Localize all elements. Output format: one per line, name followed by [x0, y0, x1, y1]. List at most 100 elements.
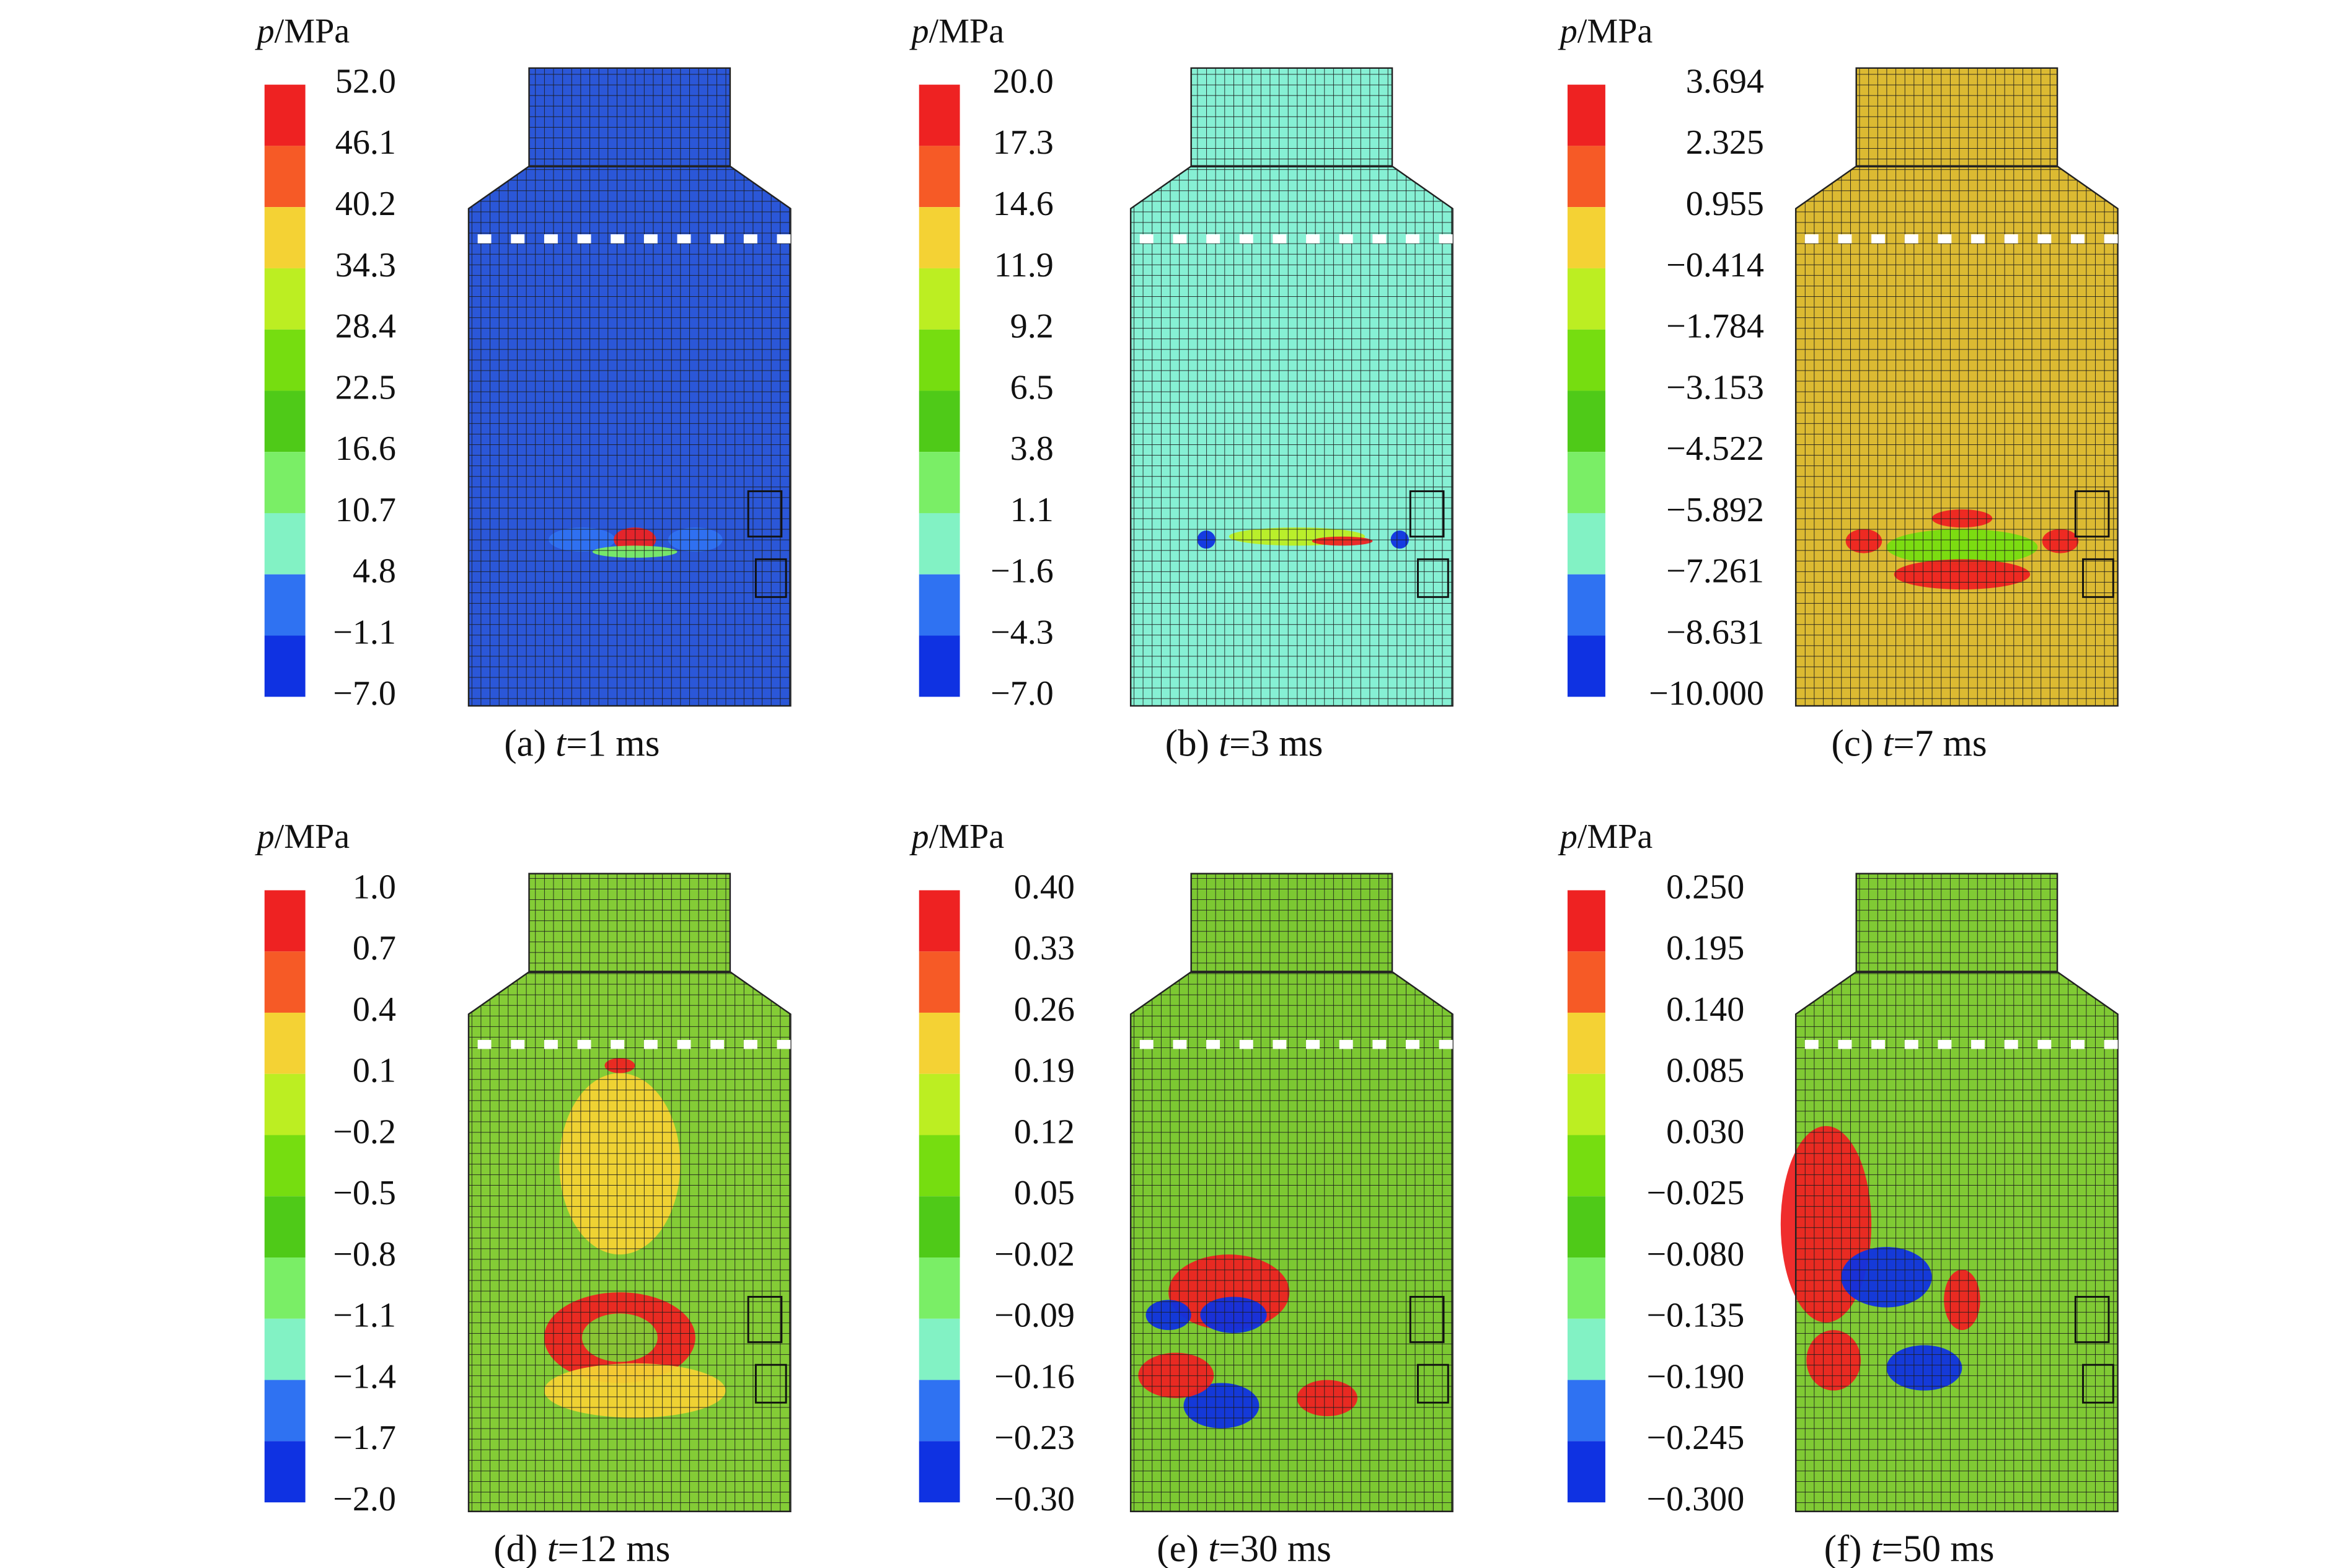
vent-hole [2104, 234, 2118, 244]
vent-hole [1904, 1039, 1918, 1049]
colorbar-band [1567, 1257, 1605, 1319]
colorbar-band [919, 329, 960, 391]
colorbar-tick-label: −10.000 [1649, 674, 1764, 713]
vent-hole [1173, 1039, 1187, 1049]
colorbar-band [919, 1380, 960, 1442]
colorbar-band [264, 329, 306, 391]
caption-var: t [555, 723, 567, 764]
colorbar-band [919, 1441, 960, 1503]
colorbar-band [1567, 951, 1605, 1013]
vent-hole [1339, 1039, 1353, 1049]
colorbar-band [1567, 1196, 1605, 1258]
colorbar-tick-label: 0.19 [1014, 1052, 1075, 1090]
colorbar-band [919, 1257, 960, 1319]
colorbar-tick-label: −0.02 [994, 1235, 1075, 1274]
caption: (b) t=3 ms [1165, 723, 1323, 764]
colorbar-band [1567, 1073, 1605, 1135]
vessel-outline [467, 67, 792, 707]
legend-unit: /MPa [275, 817, 350, 856]
colorbar-tick-label: 0.085 [1666, 1052, 1744, 1090]
legend-var: p [255, 817, 275, 856]
panel: p/MPa 52.0 46.1 40.2 34.3 28.4 22.5 16.6 10.7 4.8… [255, 12, 792, 764]
caption-var: t [1219, 723, 1230, 764]
colorbar-band [919, 513, 960, 575]
colorbar-tick-label: 14.6 [993, 185, 1054, 223]
caption-label: (c) [1832, 723, 1874, 764]
colorbar-tick-label: −1.4 [333, 1357, 396, 1396]
vent-hole [2071, 234, 2085, 244]
vent-hole [1439, 234, 1453, 244]
colorbar-tick-label: 0.33 [1014, 929, 1075, 967]
vent-hole [1239, 234, 1253, 244]
legend-var: p [255, 12, 275, 50]
vent-hole [611, 234, 625, 244]
vent-hole [1306, 1039, 1320, 1049]
colorbar-band [919, 951, 960, 1013]
colorbar-tick-label: −0.16 [994, 1357, 1075, 1396]
panel: p/MPa 0.250 0.195 0.140 0.085 0.030 −0.025 −0.0… [1558, 817, 2119, 1568]
vessel-outline [1794, 873, 2119, 1512]
nozzle [754, 558, 787, 598]
colorbar-band [1567, 890, 1605, 952]
legend-var: p [1558, 817, 1577, 856]
vent-hole [2071, 1039, 2085, 1049]
vent-hole [1938, 234, 1952, 244]
caption-label: (e) [1157, 1528, 1199, 1568]
colorbar-band [1567, 1012, 1605, 1074]
vent-hole [1804, 234, 1819, 244]
vent-hole [1273, 234, 1287, 244]
vent-hole [1406, 234, 1419, 244]
colorbar-tick-label: 0.7 [353, 929, 396, 967]
colorbar-tick-label: 40.2 [335, 185, 396, 223]
vessel-mesh [469, 873, 791, 1512]
colorbar-tick-label: 3.8 [1010, 429, 1054, 468]
caption-var: t [1208, 1528, 1220, 1568]
colorbar-tick-label: 10.7 [335, 491, 396, 529]
colorbar-tick-label: −0.8 [333, 1235, 396, 1274]
vent-hole [2104, 1039, 2118, 1049]
colorbar-tick-label: −0.245 [1646, 1419, 1744, 1457]
colorbar-band [264, 1257, 306, 1319]
caption-value: =7 ms [1893, 723, 1987, 764]
vent-hole [544, 234, 558, 244]
colorbar-tick-label: 9.2 [1010, 307, 1054, 346]
colorbar-band [264, 268, 306, 330]
vent-hole [511, 1039, 525, 1049]
vent-hole [643, 234, 658, 244]
caption-value: =30 ms [1219, 1528, 1331, 1568]
colorbar-band [264, 207, 306, 268]
colorbar-band [264, 1441, 306, 1503]
caption-label: (f) [1824, 1528, 1862, 1568]
colorbar-tick-label: 6.5 [1010, 368, 1054, 407]
colorbar-band [264, 1196, 306, 1258]
colorbar-band [919, 574, 960, 636]
vent-hole [1139, 234, 1154, 244]
colorbar-band [1567, 329, 1605, 391]
colorbar-band [264, 513, 306, 575]
vent-hole [1139, 1039, 1154, 1049]
colorbar-band [264, 146, 306, 208]
colorbar-band [1567, 1135, 1605, 1197]
colorbar-band [1567, 390, 1605, 452]
vent-hole [1372, 1039, 1387, 1049]
colorbar-tick-label: −0.2 [333, 1112, 396, 1151]
colorbar-tick-label: 0.05 [1014, 1174, 1075, 1212]
vent-hole [643, 1039, 658, 1049]
vent-hole [2037, 234, 2052, 244]
colorbar-band [919, 452, 960, 513]
colorbar-band [1567, 574, 1605, 636]
colorbar-band [919, 268, 960, 330]
legend-var: p [909, 12, 929, 50]
caption-value: =1 ms [566, 723, 660, 764]
colorbar-band [919, 390, 960, 452]
colorbar-band [264, 635, 306, 697]
caption: (f) t=50 ms [1824, 1528, 1995, 1568]
nozzle [754, 1363, 787, 1404]
vessel-mesh [1796, 68, 2118, 706]
colorbar-tick-label: −1.1 [333, 1297, 396, 1335]
nozzle [1409, 1295, 1445, 1344]
vessel-mesh [469, 68, 791, 706]
nozzle [747, 1295, 783, 1344]
colorbar-tick-label: 46.1 [335, 123, 396, 162]
